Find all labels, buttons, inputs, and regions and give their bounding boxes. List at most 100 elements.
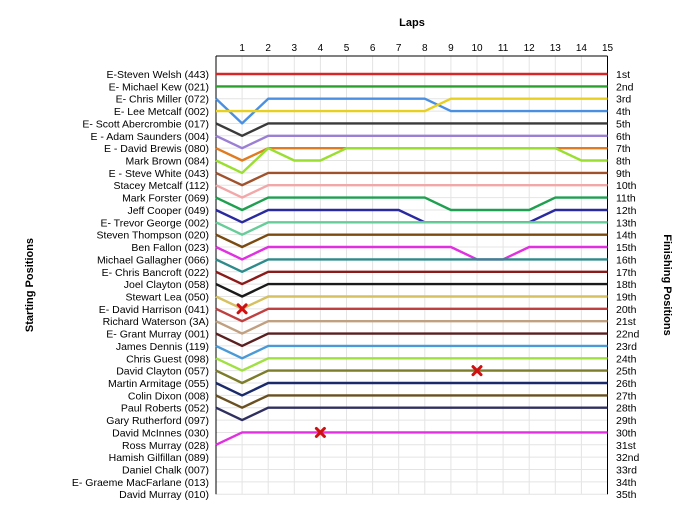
series-line: [215, 431, 608, 446]
starting-driver-label: Mark Forster (069): [122, 193, 209, 205]
finishing-position-label: 18th: [616, 279, 637, 291]
starting-driver-label: Stewart Lea (050): [126, 291, 209, 303]
finishing-position-label: 25th: [616, 366, 637, 378]
lap-tick-label: 6: [370, 43, 376, 54]
series-line: [215, 369, 608, 385]
lap-tick-label: 10: [471, 43, 483, 54]
retirement-marker: [471, 365, 483, 377]
series-line: [215, 183, 608, 199]
finishing-position-label: 10th: [616, 180, 637, 192]
series-line: [215, 295, 608, 310]
finishing-position-label: 22nd: [616, 329, 640, 341]
starting-driver-label: Colin Dixon (008): [128, 390, 209, 402]
series-line: [215, 332, 608, 348]
starting-driver-label: E - Steve White (043): [109, 168, 209, 180]
series-line: [215, 146, 608, 175]
finishing-position-label: 21st: [616, 316, 636, 328]
finishing-position-label: 19th: [616, 291, 637, 303]
series-line: [215, 270, 608, 286]
series-line: [215, 344, 608, 360]
finishing-position-label: 26th: [616, 378, 637, 390]
right-axis-label: Finishing Positions: [661, 234, 673, 335]
lap-tick-label: 9: [448, 43, 454, 54]
lap-tick-label: 13: [550, 43, 562, 54]
finishing-position-label: 12th: [616, 205, 637, 217]
starting-driver-label: Joel Clayton (058): [124, 279, 209, 291]
series-line: [215, 307, 608, 323]
finishing-position-label: 24th: [616, 353, 637, 365]
starting-driver-label: David McInnes (030): [112, 427, 209, 439]
starting-driver-label: E - Adam Saunders (004): [91, 131, 209, 143]
starting-driver-label: Hamish Gilfillan (089): [109, 452, 209, 464]
finishing-position-label: 31st: [616, 440, 636, 452]
finishing-position-label: 11th: [616, 193, 636, 205]
finishing-position-labels: 1st2nd3rd4th5th6th7th8th9th10th11th12th1…: [616, 69, 640, 501]
finishing-position-label: 35th: [616, 489, 637, 501]
starting-driver-label: Gary Rutherford (097): [106, 415, 209, 427]
retirement-markers: [236, 303, 483, 438]
starting-driver-label: Richard Waterson (3A): [103, 316, 209, 328]
lap-tick-labels: 1 2 3 4 5 6 7 8 9 10 11 12 13 14 15: [239, 43, 613, 54]
starting-driver-label: Mark Brown (084): [126, 156, 209, 168]
lap-tick-label: 3: [292, 43, 298, 54]
starting-driver-label: E- Chris Bancroft (022): [102, 267, 209, 279]
finishing-position-label: 6th: [616, 131, 631, 143]
starting-driver-label: Ross Murray (028): [122, 440, 209, 452]
series-line: [215, 221, 608, 236]
finishing-position-label: 15th: [616, 242, 637, 254]
finishing-position-label: 2nd: [616, 81, 634, 93]
series-line: [215, 406, 608, 422]
finishing-position-label: 14th: [616, 230, 637, 242]
finishing-position-label: 8th: [616, 156, 631, 168]
starting-driver-label: Steven Thompson (020): [97, 230, 209, 242]
lap-tick-label: 14: [576, 43, 588, 54]
series-line: [215, 233, 608, 249]
series-line: [215, 171, 608, 187]
starting-driver-label: E- David Harrison (041): [99, 304, 209, 316]
retirement-marker: [314, 426, 326, 438]
starting-driver-label: E-Steven Welsh (443): [106, 69, 209, 81]
series-line: [215, 381, 608, 397]
finishing-position-label: 28th: [616, 403, 637, 415]
finishing-position-label: 27th: [616, 390, 637, 402]
starting-driver-label: E- Lee Metcalf (002): [114, 106, 209, 118]
series-line: [215, 196, 608, 212]
starting-driver-label: James Dennis (119): [116, 341, 209, 353]
finishing-position-label: 34th: [616, 477, 637, 489]
starting-driver-label: E- Trevor George (002): [100, 217, 209, 229]
starting-driver-label: E- Scott Abercrombie (017): [82, 118, 209, 130]
starting-driver-label: E- Graeme MacFarlane (013): [72, 477, 209, 489]
series-line: [215, 134, 608, 150]
series-line: [215, 208, 608, 224]
finishing-position-label: 29th: [616, 415, 637, 427]
starting-driver-label: Jeff Cooper (049): [127, 205, 209, 217]
lap-tick-label: 15: [602, 43, 614, 54]
starting-driver-label: Daniel Chalk (007): [122, 465, 209, 477]
starting-driver-label: E- Chris Miller (072): [116, 94, 209, 106]
finishing-position-label: 9th: [616, 168, 631, 180]
lap-tick-label: 5: [344, 43, 350, 54]
starting-driver-label: Paul Roberts (052): [121, 403, 209, 415]
finishing-position-label: 23rd: [616, 341, 637, 353]
finishing-position-label: 13th: [616, 217, 637, 229]
lap-tick-label: 7: [396, 43, 402, 54]
finishing-position-label: 5th: [616, 118, 631, 130]
finishing-position-label: 30th: [616, 427, 637, 439]
finishing-position-label: 17th: [616, 267, 637, 279]
starting-driver-labels: E-Steven Welsh (443)E- Michael Kew (021)…: [72, 69, 209, 501]
series-line: [215, 258, 608, 273]
finishing-position-label: 16th: [616, 254, 637, 266]
starting-driver-label: E- Michael Kew (021): [109, 81, 209, 93]
finishing-position-label: 20th: [616, 304, 637, 316]
finishing-position-label: 3rd: [616, 94, 631, 106]
lap-tick-label: 4: [318, 43, 324, 54]
starting-driver-label: Michael Gallagher (066): [97, 254, 209, 266]
finishing-position-label: 32nd: [616, 452, 640, 464]
retirement-marker: [236, 303, 248, 315]
series-line: [215, 245, 608, 261]
lap-tick-label: 11: [498, 43, 509, 54]
starting-driver-label: Ben Fallon (023): [131, 242, 209, 254]
series-lines: [215, 72, 608, 446]
